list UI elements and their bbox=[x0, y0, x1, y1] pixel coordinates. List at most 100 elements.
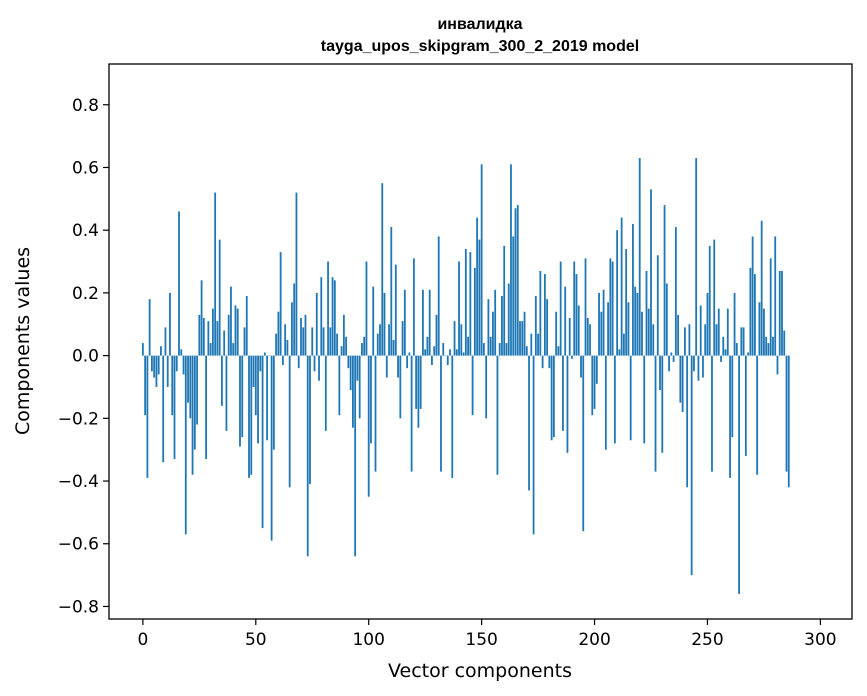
bar bbox=[724, 349, 727, 356]
bar bbox=[530, 333, 533, 356]
bar bbox=[166, 355, 169, 387]
bar bbox=[763, 308, 765, 356]
bar bbox=[171, 355, 174, 416]
bar bbox=[548, 355, 551, 369]
bar bbox=[713, 239, 716, 356]
bar bbox=[661, 355, 664, 453]
bar bbox=[580, 355, 582, 378]
bar bbox=[153, 355, 156, 378]
bar bbox=[532, 355, 535, 535]
bar bbox=[751, 236, 754, 356]
bar bbox=[562, 355, 564, 431]
bar bbox=[422, 289, 424, 356]
bar bbox=[390, 227, 393, 356]
bar bbox=[336, 333, 338, 356]
bar bbox=[473, 267, 476, 356]
bar bbox=[440, 355, 442, 472]
y-tick-label: 0.4 bbox=[72, 221, 99, 241]
bar bbox=[778, 270, 781, 356]
bar bbox=[629, 355, 632, 441]
bar bbox=[286, 339, 289, 356]
bar bbox=[546, 299, 549, 356]
bar bbox=[178, 211, 180, 356]
bar bbox=[397, 355, 399, 378]
bar bbox=[266, 355, 268, 441]
bar bbox=[641, 311, 643, 356]
bar bbox=[209, 343, 212, 356]
bar bbox=[263, 352, 266, 356]
bar bbox=[288, 355, 291, 488]
bar bbox=[501, 296, 503, 356]
bar bbox=[428, 289, 431, 356]
bar bbox=[293, 283, 296, 356]
y-tick-label: −0.4 bbox=[58, 472, 99, 492]
bar bbox=[702, 355, 704, 378]
bar bbox=[331, 277, 334, 356]
bar bbox=[512, 236, 515, 356]
bar bbox=[214, 192, 217, 356]
x-tick-label: 0 bbox=[137, 630, 148, 650]
bar bbox=[245, 296, 248, 356]
bar bbox=[681, 355, 684, 413]
bar bbox=[223, 330, 226, 356]
y-tick-label: 0.2 bbox=[72, 284, 99, 304]
bar bbox=[609, 258, 612, 356]
bar bbox=[496, 355, 499, 475]
bar bbox=[634, 286, 637, 356]
x-tick-label: 50 bbox=[245, 630, 267, 650]
bar bbox=[679, 355, 682, 403]
y-tick-label: 0.0 bbox=[72, 347, 99, 367]
bar bbox=[686, 355, 689, 488]
bar bbox=[593, 355, 596, 409]
bar bbox=[543, 274, 546, 356]
bar bbox=[670, 352, 673, 356]
bar bbox=[200, 280, 203, 356]
bar bbox=[173, 355, 176, 460]
bar bbox=[550, 355, 553, 441]
bar bbox=[650, 189, 652, 356]
bar bbox=[324, 355, 327, 431]
bar bbox=[318, 355, 320, 381]
bar bbox=[309, 355, 311, 485]
bar bbox=[747, 352, 750, 356]
bar bbox=[361, 343, 363, 356]
bar bbox=[151, 355, 153, 372]
bar bbox=[196, 355, 198, 425]
bar bbox=[349, 355, 352, 391]
bar bbox=[647, 308, 650, 356]
bar bbox=[577, 305, 580, 356]
bar bbox=[306, 355, 309, 557]
bar bbox=[329, 327, 332, 356]
bar bbox=[419, 355, 422, 409]
bar bbox=[668, 355, 670, 372]
bar bbox=[595, 355, 598, 384]
bar bbox=[575, 274, 578, 356]
bar bbox=[591, 355, 594, 416]
bar bbox=[241, 355, 244, 438]
bar bbox=[191, 355, 194, 475]
bar bbox=[765, 336, 768, 356]
bar bbox=[370, 355, 372, 444]
bar bbox=[769, 258, 772, 356]
bar bbox=[363, 336, 366, 356]
bar bbox=[385, 355, 388, 378]
bar bbox=[148, 299, 151, 356]
bar bbox=[760, 220, 763, 356]
bar bbox=[417, 355, 420, 428]
bar bbox=[254, 355, 257, 416]
bar bbox=[458, 261, 460, 356]
bar bbox=[708, 245, 711, 356]
bar bbox=[342, 314, 345, 356]
bar bbox=[519, 321, 521, 356]
bar bbox=[480, 164, 483, 356]
bar bbox=[602, 289, 605, 356]
bar bbox=[693, 355, 695, 372]
bar bbox=[272, 355, 275, 450]
bar bbox=[753, 274, 756, 356]
bar bbox=[627, 302, 630, 356]
bar bbox=[507, 283, 510, 356]
bar bbox=[695, 158, 698, 356]
bar bbox=[783, 330, 786, 356]
bar bbox=[482, 343, 485, 356]
bar bbox=[706, 292, 709, 356]
